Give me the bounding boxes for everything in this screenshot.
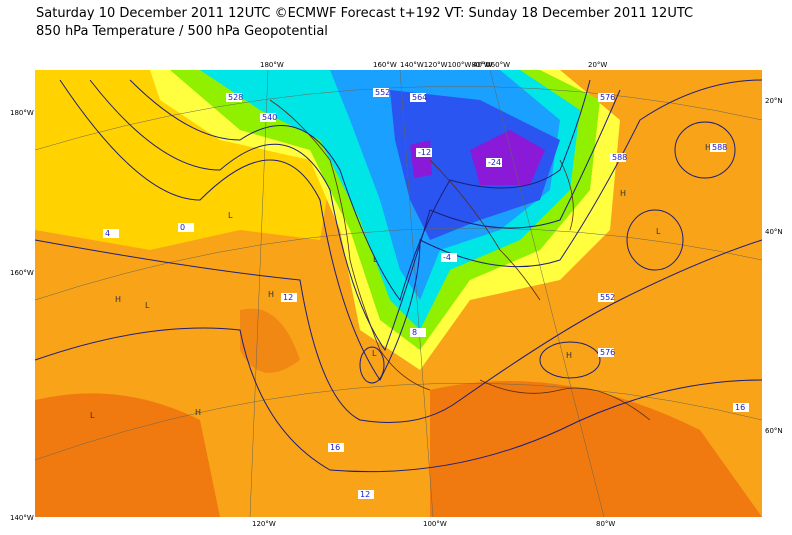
contour-label: 12 bbox=[283, 293, 293, 302]
lon-label: 100°W bbox=[423, 520, 447, 528]
lon-label: 140°W120°W100°W80°W60°W bbox=[400, 61, 510, 69]
contour-label: 564 bbox=[412, 93, 427, 102]
pressure-center: L bbox=[145, 301, 150, 310]
pressure-center: H bbox=[566, 351, 572, 360]
lat-label: 180°W bbox=[10, 109, 34, 117]
pressure-center: H bbox=[195, 408, 201, 417]
contour-label-bg bbox=[410, 328, 426, 337]
contour-label: 528 bbox=[228, 93, 243, 102]
contour-label-bg bbox=[598, 348, 614, 357]
lon-label: 120°W bbox=[252, 520, 276, 528]
lat-label: 140°W bbox=[10, 514, 34, 522]
lat-label: 160°W bbox=[10, 269, 34, 277]
pressure-center: L bbox=[372, 349, 377, 358]
contour-label: -4 bbox=[443, 253, 451, 262]
contour-label-bg bbox=[598, 93, 614, 102]
pressure-center: L bbox=[656, 227, 661, 236]
contour-label: 588 bbox=[712, 143, 727, 152]
pressure-center: L bbox=[90, 411, 95, 420]
contour-label-bg bbox=[486, 158, 502, 167]
subtitle: 850 hPa Temperature / 500 hPa Geopotenti… bbox=[36, 24, 328, 39]
contour-label: 576 bbox=[600, 348, 615, 357]
contour-label-bg bbox=[410, 93, 426, 102]
lon-label: 180°W bbox=[260, 61, 284, 69]
contour-label-bg bbox=[281, 293, 297, 302]
contour-label-bg bbox=[610, 153, 626, 162]
contour-label-bg bbox=[103, 229, 119, 238]
lat-label: 40°N bbox=[765, 228, 783, 236]
contour-label-bg bbox=[441, 253, 457, 262]
lon-label: 40°W bbox=[473, 61, 492, 69]
contour-label-bg bbox=[358, 490, 374, 499]
pressure-center: H bbox=[268, 290, 274, 299]
lat-label: 60°N bbox=[765, 427, 783, 435]
pressure-center: L bbox=[228, 211, 233, 220]
contour-label: 552 bbox=[600, 293, 615, 302]
pressure-center: H bbox=[115, 295, 121, 304]
contour-label: 588 bbox=[612, 153, 627, 162]
contour-label: 16 bbox=[330, 443, 340, 452]
contour-label: 12 bbox=[360, 490, 370, 499]
pressure-center: H bbox=[705, 143, 711, 152]
contour-label: 8 bbox=[412, 328, 417, 337]
lon-label: 80°W bbox=[596, 520, 615, 528]
contour-label: 4 bbox=[105, 229, 110, 238]
contour-label-bg bbox=[328, 443, 344, 452]
contour-label-bg bbox=[260, 113, 276, 122]
contour-label-bg bbox=[598, 293, 614, 302]
contour-label: 552 bbox=[375, 88, 390, 97]
lon-label: 20°W bbox=[588, 61, 607, 69]
contour-label: -24 bbox=[488, 158, 501, 167]
contour-label-bg bbox=[226, 93, 242, 102]
contour-label: 0 bbox=[180, 223, 185, 232]
contour-label-bg bbox=[710, 143, 726, 152]
contour-label-bg bbox=[733, 403, 749, 412]
contour-label-bg bbox=[178, 223, 194, 232]
title: Saturday 10 December 2011 12UTC ©ECMWF F… bbox=[36, 6, 694, 21]
field bbox=[35, 70, 762, 517]
pressure-center: L bbox=[373, 255, 378, 264]
contour-label: -12 bbox=[418, 148, 431, 157]
contour-label: 540 bbox=[262, 113, 277, 122]
lon-label: 160°W bbox=[373, 61, 397, 69]
contour-label: 16 bbox=[735, 403, 745, 412]
map-labels: 180°W 160°W 140°W120°W100°W80°W60°W 40°W… bbox=[10, 61, 783, 528]
contour-label-bg bbox=[416, 148, 432, 157]
contour-label-bg bbox=[373, 88, 389, 97]
pressure-center: H bbox=[620, 189, 626, 198]
contour-label: 576 bbox=[600, 93, 615, 102]
lat-label: 20°N bbox=[765, 97, 783, 105]
